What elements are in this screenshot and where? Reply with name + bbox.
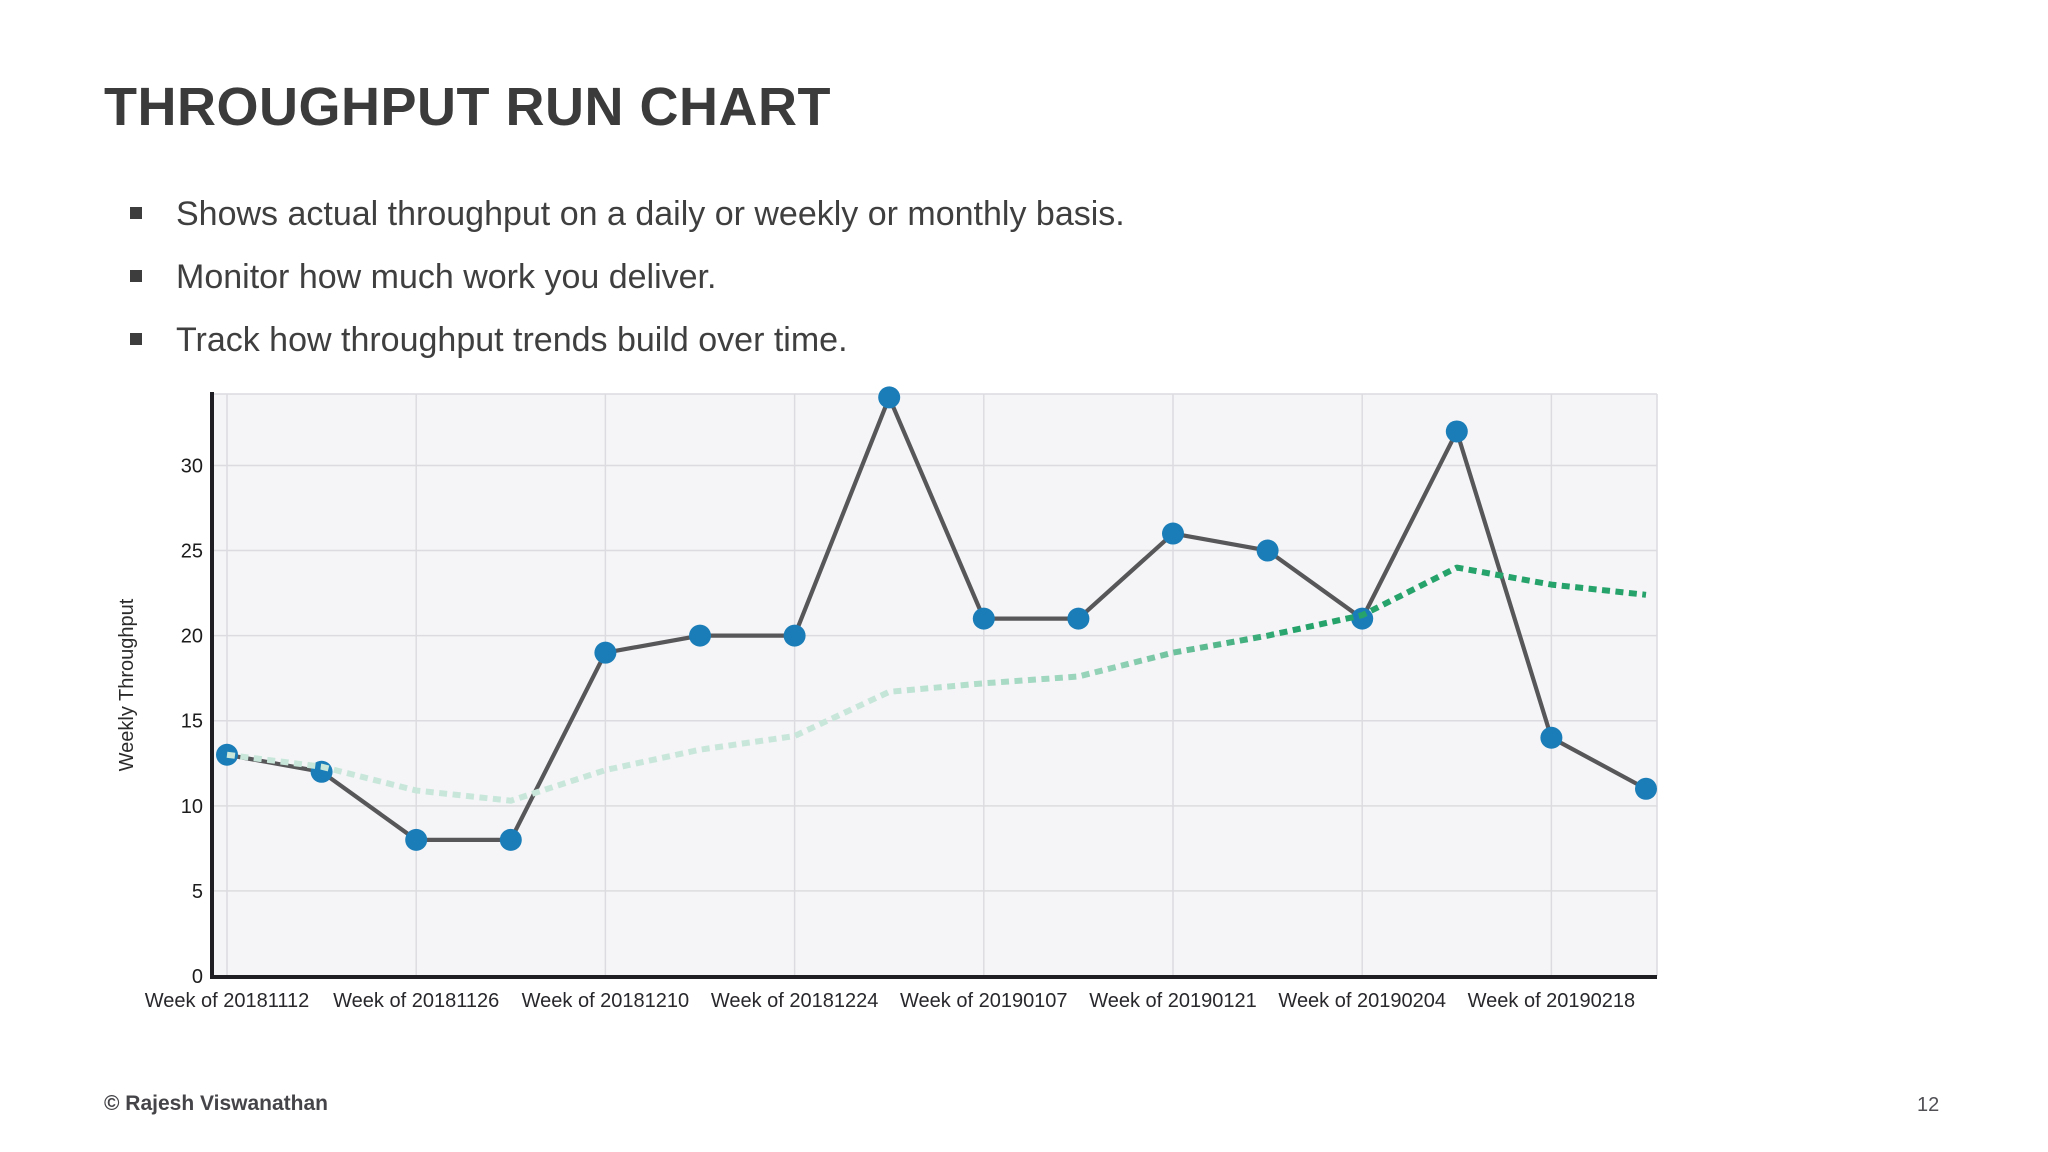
x-tick-label: Week of 20190107 [900, 990, 1068, 1012]
throughput-line [224, 395, 1649, 842]
data-point-markers [216, 386, 1657, 851]
x-tick-label: Week of 20181112 [145, 990, 310, 1012]
data-point [1256, 539, 1279, 562]
y-tick-label: 15 [181, 711, 203, 733]
data-point [783, 624, 806, 647]
data-point [1067, 607, 1090, 630]
x-tick-label: Week of 20181126 [333, 990, 499, 1012]
y-tick-label: 10 [181, 796, 203, 818]
x-tick-label: Week of 20181210 [522, 990, 690, 1012]
bullet-square-icon [130, 270, 142, 282]
throughput-run-chart: 0 5 10 15 20 25 30 Week of 20181112 Week of 2018… [100, 370, 1720, 1030]
data-point [405, 828, 428, 851]
axis-spines [210, 392, 1657, 979]
data-point [499, 828, 522, 851]
page-number: 12 [1917, 1094, 1940, 1116]
data-point [1540, 726, 1563, 749]
trend-line [226, 564, 1647, 804]
chart-gridlines [213, 393, 1658, 976]
data-point [1445, 420, 1468, 443]
footer-copyright: © Rajesh Viswanathan [104, 1092, 328, 1115]
bullet-text: Shows actual throughput on a daily or we… [176, 195, 1125, 233]
y-tick-label: 30 [181, 455, 203, 477]
page-title: THROUGHPUT RUN CHART [104, 77, 831, 137]
y-tick-label: 5 [192, 881, 203, 903]
bullet-text: Track how throughput trends build over t… [176, 321, 848, 359]
bullet-list: Shows actual throughput on a daily or we… [130, 197, 1125, 386]
bullet-item: Shows actual throughput on a daily or we… [130, 197, 1125, 231]
y-axis-title: Weekly Throughput [116, 598, 138, 771]
x-tick-label: Week of 20190218 [1468, 990, 1636, 1012]
data-point [689, 624, 711, 647]
bullet-square-icon [130, 207, 142, 219]
data-point [1351, 607, 1374, 630]
bullet-text: Monitor how much work you deliver. [176, 258, 717, 296]
data-point [1162, 522, 1184, 545]
data-point [972, 607, 995, 630]
y-tick-label: 25 [181, 541, 203, 563]
y-tick-label: 0 [192, 966, 203, 988]
data-point [1635, 777, 1657, 800]
x-tick-label: Week of 20190121 [1089, 990, 1257, 1012]
y-tick-label: 20 [181, 626, 203, 648]
data-point [594, 641, 617, 664]
bullet-square-icon [130, 333, 142, 345]
x-tick-label: Week of 20181224 [711, 990, 879, 1012]
bullet-item: Monitor how much work you deliver. [130, 260, 1125, 294]
data-point [878, 386, 901, 409]
bullet-item: Track how throughput trends build over t… [130, 323, 1125, 357]
y-axis-tick-labels: 0 5 10 15 20 25 30 [181, 455, 203, 988]
x-axis-tick-labels: Week of 20181112 Week of 20181126 Week of … [145, 990, 1635, 1012]
x-tick-label: Week of 20190204 [1278, 990, 1446, 1012]
